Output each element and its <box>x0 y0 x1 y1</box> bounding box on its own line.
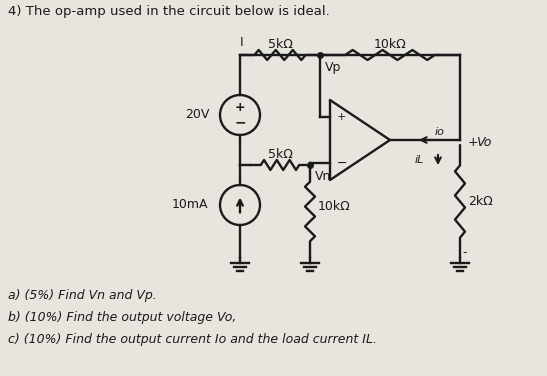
Text: 5kΩ: 5kΩ <box>267 147 293 161</box>
Text: Vn: Vn <box>315 170 331 183</box>
Text: −: − <box>234 115 246 130</box>
Text: io: io <box>435 127 445 137</box>
Text: 2kΩ: 2kΩ <box>468 195 493 208</box>
Text: a) (5%) Find Vn and Vp.: a) (5%) Find Vn and Vp. <box>8 288 157 302</box>
Text: 4) The op-amp used in the circuit below is ideal.: 4) The op-amp used in the circuit below … <box>8 6 330 18</box>
Text: c) (10%) Find the output current Io and the load current IL.: c) (10%) Find the output current Io and … <box>8 332 377 346</box>
Text: 5kΩ: 5kΩ <box>267 38 293 50</box>
Text: Vp: Vp <box>325 61 341 73</box>
Text: -: - <box>463 247 467 259</box>
Text: I: I <box>240 36 244 50</box>
Text: +: + <box>468 135 479 149</box>
Text: +: + <box>235 101 245 114</box>
Text: 10mA: 10mA <box>172 199 208 211</box>
Text: +: + <box>337 112 346 122</box>
Text: 10kΩ: 10kΩ <box>318 200 351 213</box>
Text: −: − <box>337 157 347 170</box>
Text: iL: iL <box>415 155 424 165</box>
Text: 10kΩ: 10kΩ <box>374 38 406 50</box>
Text: 20V: 20V <box>185 109 210 121</box>
Text: Vo: Vo <box>476 135 491 149</box>
Text: b) (10%) Find the output voltage Vo,: b) (10%) Find the output voltage Vo, <box>8 311 236 323</box>
